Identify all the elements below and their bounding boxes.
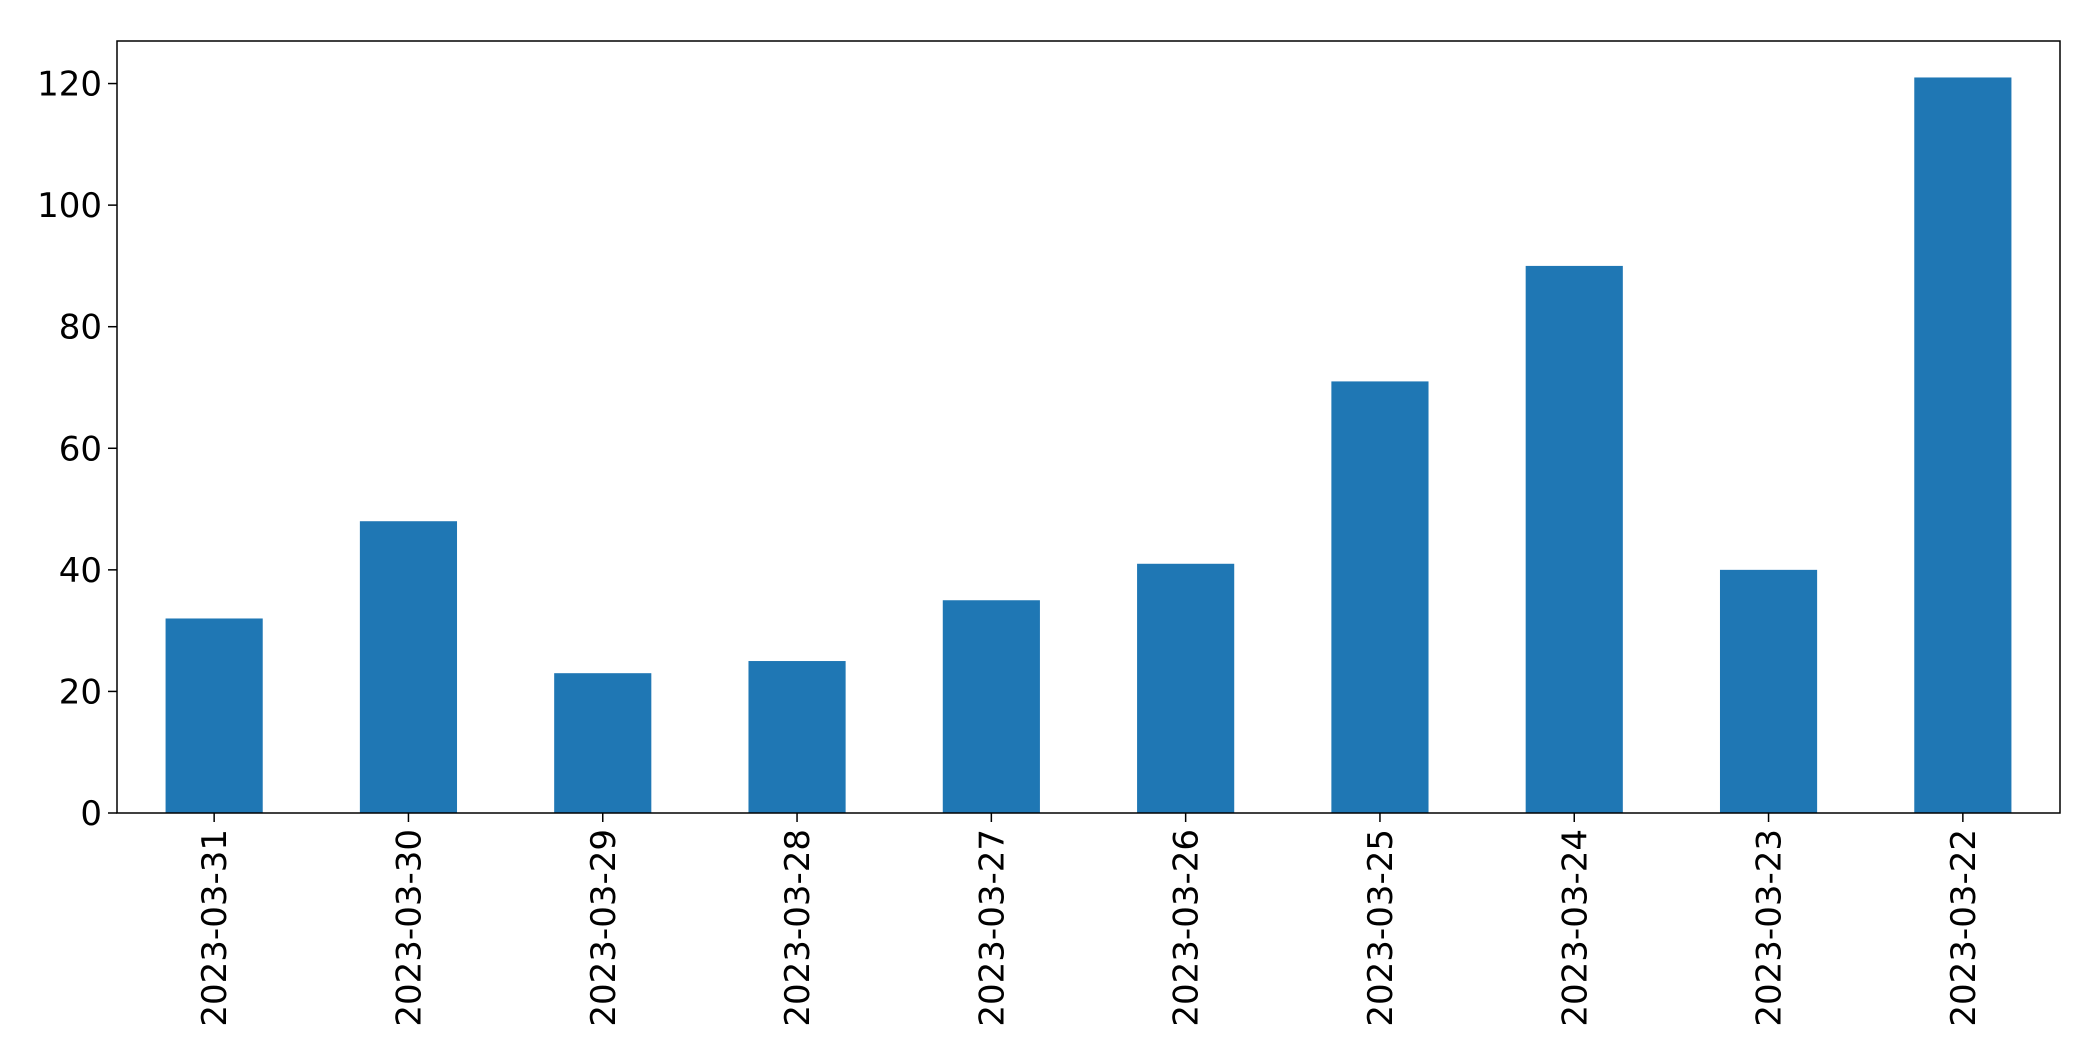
y-tick-label: 80: [59, 308, 102, 348]
bar-2023-03-25: [1331, 381, 1429, 813]
bars-layer: [165, 77, 2012, 814]
x-tick-label: 2023-03-22: [1944, 829, 1984, 1027]
x-tick-label: 2023-03-26: [1167, 829, 1207, 1027]
bar-2023-03-28: [748, 661, 846, 813]
x-tick-label: 2023-03-27: [972, 829, 1012, 1027]
y-tick-label: 100: [37, 186, 102, 226]
bar-2023-03-24: [1525, 265, 1623, 813]
x-tick-label: 2023-03-29: [584, 829, 624, 1027]
bar-2023-03-23: [1719, 569, 1818, 813]
x-tick-label: 2023-03-31: [195, 829, 235, 1027]
x-tick-label: 2023-03-25: [1361, 829, 1401, 1027]
y-tick-label: 60: [59, 429, 102, 469]
y-tick-label: 0: [80, 794, 102, 834]
x-axis: 2023-03-31 2023-03-30 2023-03-29 2023-03-28…: [195, 813, 1984, 1027]
y-axis: 0 20 40 60 80 100 120: [37, 65, 117, 834]
bar-2023-03-29: [554, 673, 652, 813]
bar-2023-03-27: [942, 600, 1040, 813]
x-tick-label: 2023-03-24: [1555, 829, 1595, 1027]
x-tick-label: 2023-03-30: [389, 829, 429, 1027]
plot-area-frame: [116, 40, 2061, 814]
y-tick-label: 120: [37, 65, 102, 105]
bar-2023-03-22: [1914, 77, 2012, 814]
bar-2023-03-26: [1137, 563, 1235, 813]
x-tick-label: 2023-03-23: [1750, 829, 1790, 1027]
x-tick-label: 2023-03-28: [778, 829, 818, 1027]
y-tick-label: 40: [59, 551, 102, 591]
bar-2023-03-31: [165, 618, 263, 813]
bar-2023-03-30: [359, 521, 458, 813]
y-tick-label: 20: [59, 672, 102, 712]
